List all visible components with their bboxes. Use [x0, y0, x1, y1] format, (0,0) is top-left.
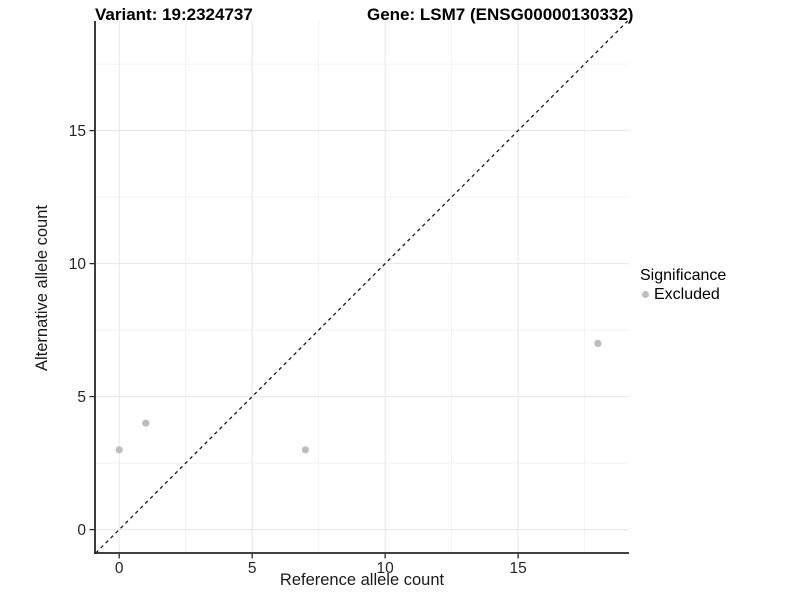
identity-dashed-line	[95, 20, 629, 554]
legend-item-label: Excluded	[654, 286, 720, 303]
variant-title: Variant: 19:2324737	[95, 5, 253, 24]
y-tick-label: 10	[69, 256, 87, 273]
x-tick-label: 10	[377, 560, 395, 577]
x-tick-label: 0	[115, 560, 124, 577]
scatter-point	[115, 446, 123, 454]
x-axis-title: Reference allele count	[279, 571, 445, 589]
scatter-point	[594, 339, 602, 347]
x-tick-label: 15	[509, 560, 526, 577]
scatter-point	[301, 446, 309, 454]
scatter-point	[142, 419, 150, 427]
y-tick-label: 0	[77, 522, 86, 539]
legend-point-icon	[642, 291, 649, 298]
gene-title: Gene: LSM7 (ENSG00000130332)	[367, 5, 634, 24]
y-tick-label: 5	[77, 389, 86, 406]
legend-item-excluded: Excluded	[640, 285, 726, 304]
x-tick-label: 5	[248, 560, 257, 577]
legend-title: Significance	[640, 267, 727, 284]
y-tick-label: 15	[69, 123, 86, 140]
legend: Significance Excluded	[640, 266, 726, 304]
